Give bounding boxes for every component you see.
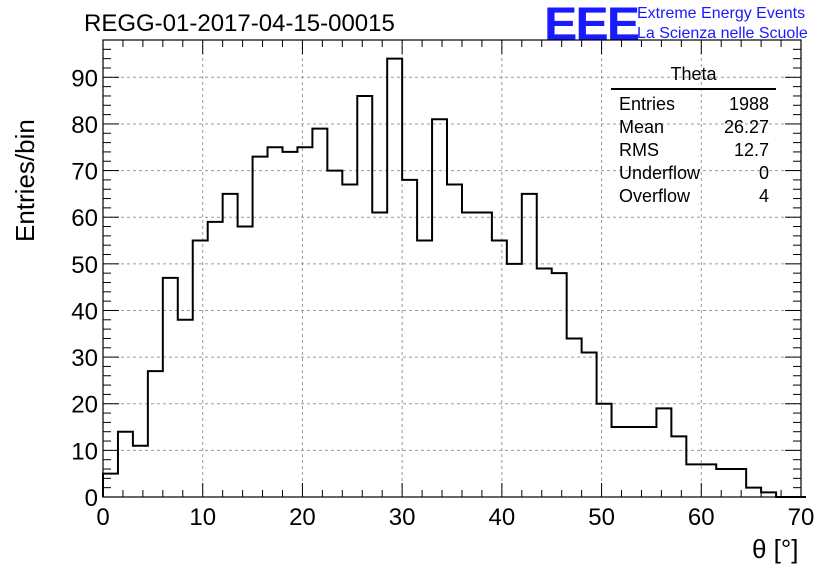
histogram-bin <box>387 59 402 497</box>
histogram-bin <box>686 464 701 497</box>
y-tick-label: 90 <box>71 65 98 92</box>
histogram-bin <box>133 446 148 497</box>
histogram-bin <box>432 119 447 497</box>
histogram-bin <box>731 469 746 497</box>
logo-caption: Extreme Energy Events La Scienza nelle S… <box>637 4 808 44</box>
stats-label: RMS <box>619 140 659 160</box>
histogram-bin <box>208 222 223 497</box>
histogram-bin <box>716 469 731 497</box>
histogram-bin <box>492 241 507 497</box>
logo-caption-line1: Extreme Energy Events <box>637 5 806 22</box>
x-tick-label: 20 <box>289 504 316 531</box>
stats-value: 26.27 <box>724 117 769 137</box>
x-tick-label: 0 <box>96 504 109 531</box>
x-tick-label: 50 <box>588 504 615 531</box>
stats-label: Mean <box>619 117 664 137</box>
stats-label: Overflow <box>619 186 691 206</box>
x-tick-label: 70 <box>788 504 815 531</box>
histogram-bin <box>522 194 537 497</box>
histogram-bin <box>671 436 686 497</box>
stats-value: 12.7 <box>734 140 769 160</box>
y-tick-label: 50 <box>71 252 98 279</box>
histogram-bin <box>223 194 238 497</box>
histogram-bin <box>163 278 178 497</box>
histogram-bin <box>597 404 612 497</box>
histogram-bin <box>282 152 297 497</box>
histogram-bin <box>627 427 642 497</box>
histogram-bin <box>612 427 627 497</box>
histogram-bin <box>253 157 268 497</box>
stats-label: Entries <box>619 94 675 114</box>
histogram-bin <box>656 408 671 497</box>
x-tick-label: 40 <box>489 504 516 531</box>
y-tick-label: 40 <box>71 298 98 325</box>
histogram-bin <box>402 180 417 497</box>
y-tick-label: 10 <box>71 438 98 465</box>
x-tick-label: 30 <box>389 504 416 531</box>
y-tick-label: 30 <box>71 345 98 372</box>
stats-title: Theta <box>670 64 717 84</box>
histogram-bin <box>417 241 432 497</box>
histogram-bin <box>746 488 761 497</box>
histogram-series <box>102 57 806 498</box>
histogram-bin <box>447 185 462 497</box>
histogram-bin <box>312 129 327 497</box>
histogram-bin <box>327 171 342 497</box>
histogram-bin <box>462 213 477 497</box>
histogram-bin <box>193 241 208 497</box>
histogram-bin <box>761 492 776 497</box>
y-tick-label: 70 <box>71 159 98 186</box>
histogram-bin <box>268 147 283 497</box>
x-tick-label: 10 <box>189 504 216 531</box>
histogram-bin <box>582 352 597 497</box>
logo-caption-line2: La Scienza nelle Scuole <box>637 25 808 42</box>
x-axis-label: θ [°] <box>752 534 799 564</box>
x-tick-label: 60 <box>688 504 715 531</box>
stats-value: 4 <box>759 186 769 206</box>
y-tick-label: 80 <box>71 112 98 139</box>
histogram-bin <box>342 185 357 497</box>
eee-logo: EEE <box>544 0 640 50</box>
chart-title: REGG-01-2017-04-15-00015 <box>84 10 395 37</box>
histogram-bin <box>641 427 656 497</box>
histogram-bin <box>103 474 118 497</box>
histogram-bin <box>537 269 552 498</box>
y-tick-label: 20 <box>71 392 98 419</box>
histogram-bin <box>238 227 253 497</box>
stats-value: 1988 <box>729 94 769 114</box>
histogram-bin <box>357 96 372 497</box>
plot-frame <box>102 39 802 498</box>
y-tick-label: 60 <box>71 205 98 232</box>
histogram-bin <box>148 371 163 497</box>
histogram-bin <box>507 264 522 497</box>
stats-value: 0 <box>759 163 769 183</box>
histogram-bin <box>118 432 133 497</box>
histogram-bin <box>567 338 582 497</box>
histogram-bin <box>477 213 492 497</box>
y-tick-label: 0 <box>85 485 98 512</box>
stats-label: Underflow <box>619 163 701 183</box>
histogram-bin <box>178 320 193 497</box>
histogram-bin <box>701 464 716 497</box>
histogram-bin <box>297 147 312 497</box>
histogram-bin <box>372 213 387 497</box>
histogram-bin <box>552 273 567 497</box>
